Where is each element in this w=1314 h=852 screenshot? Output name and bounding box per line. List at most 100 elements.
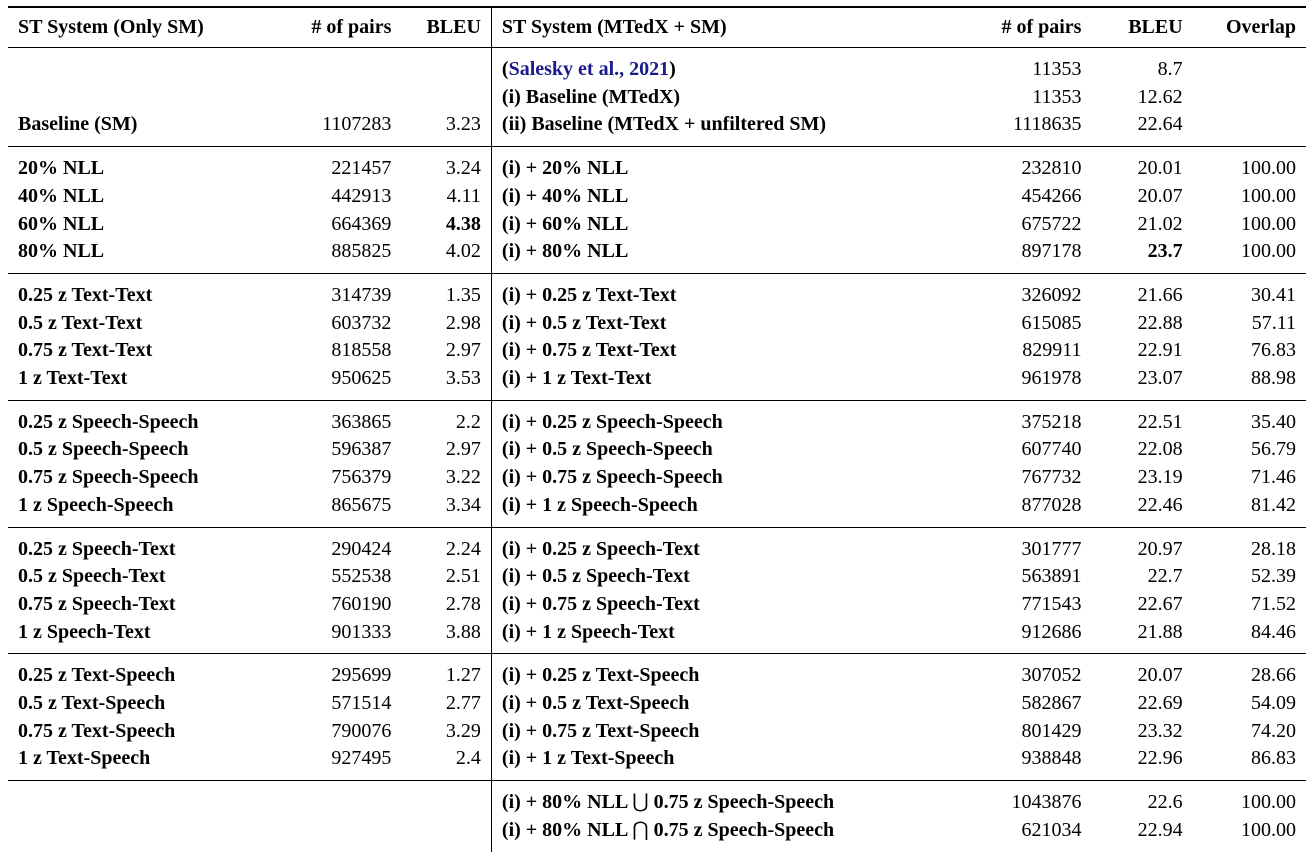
table-row: 0.25 z Text-Text 314739 1.35 (i) + 0.25 …	[8, 273, 1306, 310]
left-pairs-cell: 901333	[274, 618, 402, 655]
table-row: 0.5 z Speech-Text 552538 2.51 (i) + 0.5 …	[8, 563, 1306, 591]
left-bleu-cell: 4.02	[401, 238, 492, 274]
left-bleu-cell	[401, 48, 491, 84]
right-pairs-cell: 301777	[1021, 537, 1082, 560]
overlap-cell: 28.18	[1251, 537, 1296, 560]
table-row: 60% NLL 664369 4.38 (i) + 60% NLL 675722…	[8, 210, 1306, 239]
right-system-cell: (i) + 0.25 z Speech-Text	[490, 527, 961, 564]
table-row: 0.25 z Speech-Text 290424 2.24 (i) + 0.2…	[8, 527, 1306, 564]
right-bleu-cell: 22.7	[1147, 565, 1183, 588]
right-system-cell: (i) + 80% NLL ⋃ 0.75 z Speech-Speech	[490, 780, 961, 817]
overlap-cell	[1193, 48, 1306, 84]
paren-close: )	[669, 58, 676, 80]
left-pairs-cell: 596387	[331, 438, 392, 461]
right-pairs-cell: 961978	[960, 365, 1092, 401]
left-bleu-cell: 2.78	[445, 592, 481, 615]
right-system-cell: (i) + 0.5 z Text-Text	[490, 309, 961, 338]
right-system-cell: (i) + 1 z Text-Text	[490, 365, 961, 401]
table-row: 1 z Speech-Text 901333 3.88 (i) + 1 z Sp…	[8, 618, 1306, 655]
overlap-cell: 54.09	[1251, 692, 1296, 715]
right-system-cell: (i) + 0.5 z Text-Speech	[490, 690, 961, 718]
left-pairs-cell	[274, 48, 401, 84]
left-pairs-cell: 571514	[331, 692, 392, 715]
left-pairs-cell: 818558	[331, 339, 392, 362]
right-pairs-cell: 607740	[1021, 438, 1082, 461]
left-system-cell: 0.25 z Text-Speech	[18, 664, 176, 687]
table-row: 0.5 z Text-Text 603732 2.98 (i) + 0.5 z …	[8, 309, 1306, 338]
left-pairs-cell: 760190	[331, 592, 392, 615]
intersection-operator: ⋂	[632, 818, 649, 841]
text-text-group: 0.25 z Text-Text 314739 1.35 (i) + 0.25 …	[8, 273, 1306, 401]
right-pairs-cell: 375218	[1021, 410, 1082, 433]
right-bleu-cell: 12.62	[1137, 85, 1183, 108]
right-system-cell: (Salesky et al., 2021)	[490, 47, 961, 84]
overlap-cell: 74.20	[1251, 719, 1296, 742]
table-row: 1 z Text-Text 950625 3.53 (i) + 1 z Text…	[8, 365, 1306, 401]
overlap-cell: 52.39	[1251, 565, 1296, 588]
left-system-cell	[8, 84, 274, 112]
header-overlap: Overlap	[1192, 6, 1306, 48]
left-system-cell	[8, 817, 274, 852]
left-pairs-cell: 927495	[274, 745, 402, 782]
left-bleu-cell: 2.4	[401, 745, 492, 782]
left-system-cell: 1 z Text-Speech	[8, 745, 275, 782]
right-system-cell: (i) + 0.25 z Text-Speech	[490, 653, 961, 691]
right-bleu-cell-best: 23.7	[1091, 238, 1193, 274]
right-bleu-cell: 20.07	[1137, 184, 1183, 207]
right-bleu-cell: 21.66	[1137, 283, 1183, 306]
table-row: 0.75 z Speech-Text 760190 2.78 (i) + 0.7…	[8, 590, 1306, 619]
right-pairs-cell: 938848	[960, 745, 1092, 782]
overlap-cell: 81.42	[1192, 491, 1306, 528]
table-row: (Salesky et al., 2021) 11353 8.7	[8, 47, 1306, 84]
overlap-cell: 35.40	[1251, 410, 1296, 433]
left-system-cell: Baseline (SM)	[8, 111, 275, 148]
right-pairs-cell: 615085	[1021, 311, 1082, 334]
left-pairs-cell: 664369	[331, 212, 392, 235]
left-bleu-cell	[401, 781, 491, 817]
right-system-cell: (i) + 0.75 z Text-Speech	[490, 717, 961, 746]
right-bleu-cell: 22.67	[1137, 592, 1183, 615]
left-bleu-cell: 2.97	[445, 339, 481, 362]
left-bleu-cell: 3.22	[445, 466, 481, 489]
table-row: 1 z Speech-Speech 865675 3.34 (i) + 1 z …	[8, 491, 1306, 528]
right-pairs-cell: 801429	[1021, 719, 1082, 742]
left-system-cell: 0.25 z Text-Text	[18, 283, 153, 306]
overlap-cell: 30.41	[1251, 283, 1296, 306]
table-row: 20% NLL 221457 3.24 (i) + 20% NLL 232810…	[8, 146, 1306, 183]
table-row: 0.5 z Text-Speech 571514 2.77 (i) + 0.5 …	[8, 690, 1306, 718]
overlap-cell: 100.00	[1192, 238, 1306, 274]
left-system-cell	[8, 48, 274, 84]
right-system-cell: (i) + 40% NLL	[490, 182, 961, 211]
left-system-cell: 40% NLL	[18, 184, 105, 207]
left-bleu-cell: 1.27	[445, 664, 481, 687]
left-system-cell: 0.5 z Text-Text	[18, 311, 143, 334]
left-bleu-cell	[401, 84, 491, 112]
table-row: (i) + 80% NLL ⋂ 0.75 z Speech-Speech 621…	[8, 816, 1306, 852]
left-bleu-cell-best: 4.38	[445, 212, 481, 235]
left-bleu-cell	[401, 817, 491, 852]
left-system-cell: 0.5 z Speech-Speech	[18, 438, 189, 461]
right-bleu-cell: 22.88	[1137, 311, 1183, 334]
right-pairs-cell: 232810	[1021, 157, 1082, 180]
left-system-cell: 60% NLL	[18, 212, 105, 235]
overlap-cell: 28.66	[1251, 664, 1296, 687]
citation-link[interactable]: Salesky et al., 2021	[508, 58, 670, 80]
results-table: ST System (Only SM) # of pairs BLEU ST S…	[8, 6, 1306, 852]
left-pairs-cell: 314739	[331, 283, 392, 306]
left-system-cell: 80% NLL	[8, 238, 275, 274]
right-bleu-cell: 23.19	[1137, 466, 1183, 489]
system-part-b: 0.75 z Speech-Speech	[653, 791, 835, 814]
table-row: Baseline (SM) 1107283 3.23 (ii) Baseline…	[8, 111, 1306, 148]
right-bleu-cell: 22.94	[1137, 818, 1183, 841]
system-part-a: (i) + 80% NLL	[501, 791, 628, 814]
overlap-cell: 100.00	[1241, 791, 1296, 814]
table-row: 40% NLL 442913 4.11 (i) + 40% NLL 454266…	[8, 182, 1306, 211]
right-bleu-cell: 21.02	[1137, 212, 1183, 235]
right-system-cell: (i) + 0.5 z Speech-Speech	[490, 436, 961, 465]
right-pairs-cell: 771543	[1021, 592, 1082, 615]
baseline-group: (Salesky et al., 2021) 11353 8.7 (i) Bas…	[8, 47, 1306, 148]
paren-open: (	[501, 58, 509, 80]
overlap-cell	[1192, 111, 1306, 148]
header-right-bleu: BLEU	[1091, 6, 1193, 48]
left-system-cell: 0.75 z Speech-Text	[18, 592, 176, 615]
